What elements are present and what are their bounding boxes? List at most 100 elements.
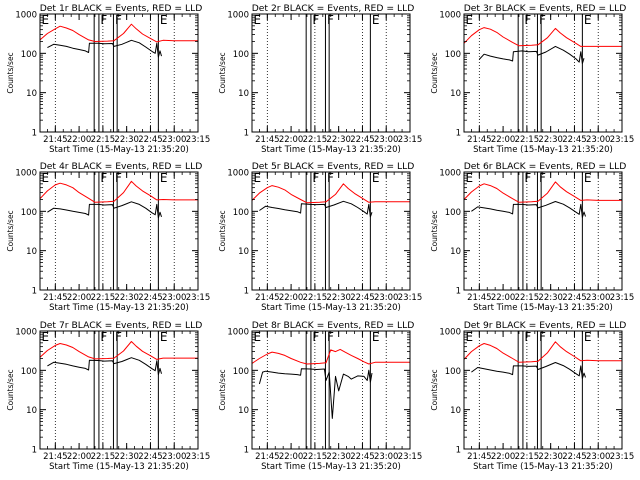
x-tick-label: 22:00 <box>491 293 516 303</box>
plot-frame <box>463 330 623 450</box>
x-axis-label: Start Time (15-May-13 21:35:20) <box>473 462 613 472</box>
marker-label: E <box>42 171 50 185</box>
marker-label: E <box>254 171 262 185</box>
marker-label: E <box>584 13 592 27</box>
y-tick-label: 100 <box>21 50 37 60</box>
x-tick-label: 21:45 <box>43 135 68 145</box>
x-tick-label: 22:45 <box>138 293 163 303</box>
marker-label: E <box>584 330 592 344</box>
y-tick-label: 10 <box>238 406 249 416</box>
marker-label: F <box>524 13 531 27</box>
x-tick-label: 22:15 <box>515 452 540 462</box>
panel-title: Det 9r BLACK = Events, RED = LLD <box>464 320 627 331</box>
x-tick-label: 21:45 <box>467 135 492 145</box>
y-tick-label: 1 <box>32 446 37 456</box>
x-tick-label: 23:00 <box>162 293 187 303</box>
y-tick-label: 1000 <box>227 328 249 338</box>
x-tick-label: 22:15 <box>303 135 328 145</box>
y-tick-label: 100 <box>445 208 461 218</box>
x-tick-label: 22:15 <box>91 452 116 462</box>
marker-label: E <box>42 330 50 344</box>
plot-frame <box>463 13 623 133</box>
panel-title: Det 4r BLACK = Events, RED = LLD <box>40 161 203 172</box>
x-tick-label: 22:15 <box>515 293 540 303</box>
marker-label: F <box>327 330 334 344</box>
y-tick-label: 1000 <box>227 11 249 21</box>
x-tick-label: 22:00 <box>279 135 304 145</box>
y-tick-label: 1000 <box>15 11 37 21</box>
x-tick-label: 22:45 <box>350 135 375 145</box>
x-axis-label: Start Time (15-May-13 21:35:20) <box>473 145 613 155</box>
x-tick-label: 22:30 <box>326 293 351 303</box>
lld-series-line <box>251 183 410 204</box>
x-tick-label: 22:15 <box>91 293 116 303</box>
x-tick-label: 22:45 <box>562 135 587 145</box>
x-tick-label: 21:45 <box>255 293 280 303</box>
events-series-line <box>478 45 585 64</box>
x-tick-label: 22:30 <box>538 293 563 303</box>
marker-label: F <box>100 171 107 185</box>
panel-title: Det 3r BLACK = Events, RED = LLD <box>464 3 627 14</box>
x-axis-label: Start Time (15-May-13 21:35:20) <box>49 303 189 313</box>
marker-label: E <box>160 171 168 185</box>
y-tick-label: 1000 <box>439 11 461 21</box>
x-tick-label: 23:00 <box>374 452 399 462</box>
x-tick-label: 23:00 <box>374 293 399 303</box>
x-tick-label: 22:00 <box>67 293 92 303</box>
x-tick-label: 22:30 <box>326 452 351 462</box>
y-tick-label: 1 <box>244 446 249 456</box>
y-axis-label: Counts/sec <box>6 369 15 410</box>
events-series-line <box>258 368 373 419</box>
lld-series-line <box>39 341 198 360</box>
x-tick-label: 22:00 <box>491 452 516 462</box>
x-tick-label: 23:15 <box>186 135 211 145</box>
marker-label: E <box>372 13 380 27</box>
x-tick-label: 22:15 <box>303 452 328 462</box>
x-tick-label: 23:15 <box>398 135 423 145</box>
y-axis-label: Counts/sec <box>6 210 15 251</box>
y-axis-label: Counts/sec <box>430 52 439 93</box>
x-tick-label: 22:15 <box>303 293 328 303</box>
plot-frame <box>39 171 199 291</box>
y-tick-label: 1 <box>32 129 37 139</box>
plot-frame <box>463 171 623 291</box>
marker-label: F <box>100 330 107 344</box>
marker-label: F <box>312 330 319 344</box>
x-tick-label: 22:15 <box>515 135 540 145</box>
x-tick-label: 23:00 <box>162 135 187 145</box>
x-tick-label: 22:00 <box>279 293 304 303</box>
marker-label: F <box>524 171 531 185</box>
marker-label: F <box>539 13 546 27</box>
marker-label: F <box>539 171 546 185</box>
x-tick-label: 21:45 <box>467 452 492 462</box>
events-series-line <box>471 201 586 218</box>
marker-label: F <box>312 13 319 27</box>
x-tick-label: 23:15 <box>398 293 423 303</box>
marker-label: F <box>524 330 531 344</box>
y-tick-label: 1000 <box>227 169 249 179</box>
x-tick-label: 22:30 <box>538 135 563 145</box>
x-tick-label: 23:00 <box>586 452 611 462</box>
x-tick-label: 22:00 <box>279 452 304 462</box>
x-tick-label: 21:45 <box>43 452 68 462</box>
panel-title: Det 7r BLACK = Events, RED = LLD <box>40 320 203 331</box>
marker-label: F <box>312 171 319 185</box>
x-tick-label: 23:15 <box>186 293 211 303</box>
x-axis-label: Start Time (15-May-13 21:35:20) <box>261 303 401 313</box>
y-tick-label: 100 <box>233 208 249 218</box>
x-tick-label: 22:45 <box>350 452 375 462</box>
x-axis-label: Start Time (15-May-13 21:35:20) <box>49 145 189 155</box>
y-tick-label: 1 <box>244 287 249 297</box>
y-tick-label: 1000 <box>439 169 461 179</box>
marker-label: E <box>372 171 380 185</box>
x-tick-label: 23:15 <box>610 452 635 462</box>
lld-series-line <box>463 27 622 47</box>
x-tick-label: 22:45 <box>138 135 163 145</box>
y-tick-label: 100 <box>21 367 37 377</box>
y-tick-label: 1 <box>32 287 37 297</box>
panel-title: Det 1r BLACK = Events, RED = LLD <box>40 3 203 14</box>
